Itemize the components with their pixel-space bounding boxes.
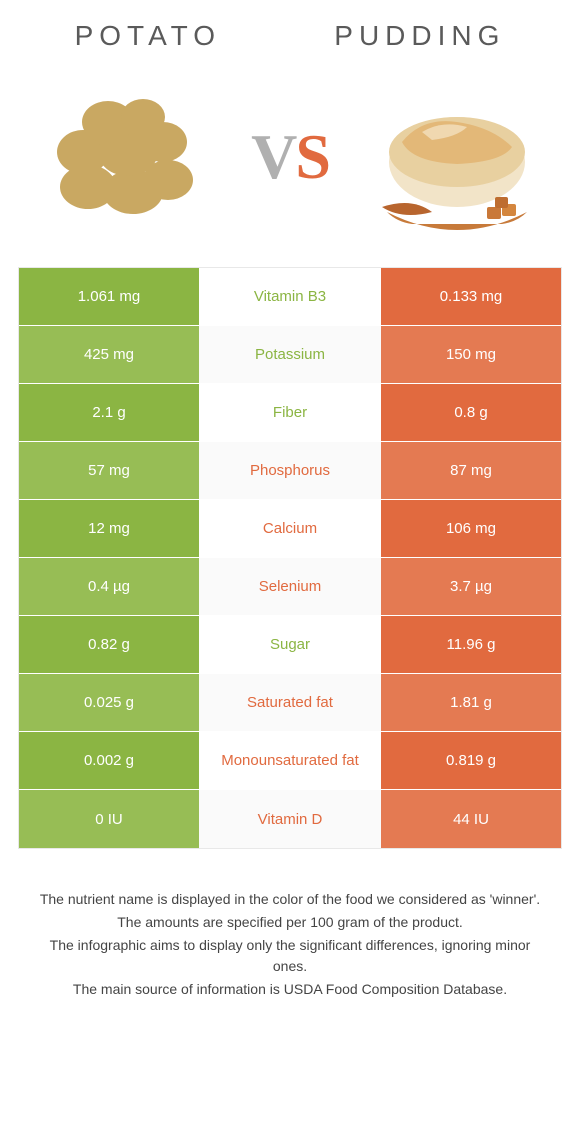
value-right: 44 IU	[381, 790, 561, 848]
value-left: 1.061 mg	[19, 268, 199, 325]
value-left: 0.82 g	[19, 616, 199, 673]
nutrient-name: Calcium	[199, 500, 381, 557]
footnote-line: The main source of information is USDA F…	[38, 979, 542, 1000]
table-row: 0.4 µgSelenium3.7 µg	[19, 558, 561, 616]
table-row: 0.002 gMonounsaturated fat0.819 g	[19, 732, 561, 790]
value-left: 2.1 g	[19, 384, 199, 441]
vs-label: VS	[251, 120, 329, 194]
nutrient-table: 1.061 mgVitamin B30.133 mg425 mgPotassiu…	[18, 267, 562, 849]
footnote-line: The infographic aims to display only the…	[38, 935, 542, 977]
value-right: 0.133 mg	[381, 268, 561, 325]
nutrient-name: Selenium	[199, 558, 381, 615]
vs-v: V	[251, 121, 295, 192]
nutrient-name: Vitamin B3	[199, 268, 381, 325]
table-row: 1.061 mgVitamin B30.133 mg	[19, 268, 561, 326]
value-left: 0.002 g	[19, 732, 199, 789]
value-left: 0.4 µg	[19, 558, 199, 615]
table-row: 0.025 gSaturated fat1.81 g	[19, 674, 561, 732]
table-row: 425 mgPotassium150 mg	[19, 326, 561, 384]
table-row: 57 mgPhosphorus87 mg	[19, 442, 561, 500]
value-right: 0.8 g	[381, 384, 561, 441]
potato-image	[38, 72, 208, 242]
value-left: 12 mg	[19, 500, 199, 557]
nutrient-name: Phosphorus	[199, 442, 381, 499]
value-right: 0.819 g	[381, 732, 561, 789]
value-left: 57 mg	[19, 442, 199, 499]
nutrient-name: Vitamin D	[199, 790, 381, 848]
value-right: 150 mg	[381, 326, 561, 383]
pudding-image	[372, 72, 542, 242]
nutrient-name: Potassium	[199, 326, 381, 383]
table-row: 12 mgCalcium106 mg	[19, 500, 561, 558]
value-left: 0.025 g	[19, 674, 199, 731]
title-right: Pudding	[334, 20, 505, 52]
value-left: 0 IU	[19, 790, 199, 848]
footnotes: The nutrient name is displayed in the co…	[18, 889, 562, 1000]
footnote-line: The nutrient name is displayed in the co…	[38, 889, 542, 910]
images-row: VS	[18, 72, 562, 267]
table-row: 2.1 gFiber0.8 g	[19, 384, 561, 442]
value-right: 3.7 µg	[381, 558, 561, 615]
nutrient-name: Saturated fat	[199, 674, 381, 731]
nutrient-name: Monounsaturated fat	[199, 732, 381, 789]
title-left: Potato	[75, 20, 221, 52]
table-row: 0.82 gSugar11.96 g	[19, 616, 561, 674]
table-row: 0 IUVitamin D44 IU	[19, 790, 561, 848]
footnote-line: The amounts are specified per 100 gram o…	[38, 912, 542, 933]
value-right: 11.96 g	[381, 616, 561, 673]
value-right: 1.81 g	[381, 674, 561, 731]
vs-s: S	[295, 121, 329, 192]
nutrient-name: Sugar	[199, 616, 381, 673]
nutrient-name: Fiber	[199, 384, 381, 441]
value-left: 425 mg	[19, 326, 199, 383]
header: Potato Pudding	[18, 20, 562, 52]
value-right: 87 mg	[381, 442, 561, 499]
value-right: 106 mg	[381, 500, 561, 557]
